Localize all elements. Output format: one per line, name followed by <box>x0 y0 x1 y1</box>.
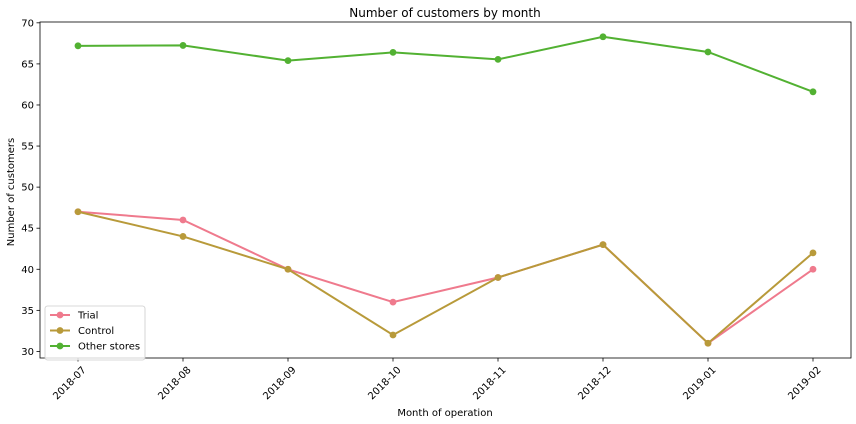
x-tick-label: 2018-11 <box>471 365 508 402</box>
legend-label-trial: Trial <box>77 311 98 322</box>
legend-marker-control <box>56 327 64 334</box>
data-point-control <box>389 331 397 339</box>
x-axis-title: Month of operation <box>397 408 492 419</box>
data-point-control <box>179 233 187 240</box>
y-tick-label: 50 <box>21 183 34 194</box>
data-point-other-stores <box>494 55 502 63</box>
y-tick-label: 40 <box>21 265 34 276</box>
x-tick-label: 2018-07 <box>51 365 88 402</box>
data-point-control <box>284 265 292 273</box>
y-tick-label: 60 <box>21 100 34 111</box>
x-tick-label: 2018-08 <box>156 365 193 402</box>
y-tick-label: 35 <box>21 306 34 317</box>
data-point-other-stores <box>599 33 607 41</box>
data-point-trial <box>179 216 187 224</box>
x-tick-label: 2018-10 <box>366 365 403 402</box>
y-tick-label: 70 <box>21 18 34 29</box>
legend: Trial Control Other stores <box>44 305 146 361</box>
legend-label-control: Control <box>78 326 114 337</box>
data-point-other-stores <box>74 42 82 50</box>
x-axis: 2018-07 2018-08 2018-09 2018-10 2018-11 2018-… <box>51 358 824 402</box>
plot-area-border <box>39 21 852 359</box>
data-point-trial <box>389 298 397 306</box>
data-point-other-stores <box>809 88 817 96</box>
y-tick-label: 30 <box>21 347 34 358</box>
legend-marker-trial <box>56 311 64 319</box>
x-tick-label: 2018-12 <box>576 365 613 402</box>
chart-title: Number of customers by month <box>349 6 540 20</box>
x-tick-label: 2019-02 <box>786 365 823 402</box>
y-tick-label: 55 <box>21 142 34 153</box>
series-line-trial <box>77 210 814 345</box>
legend-marker-other-stores <box>56 342 64 350</box>
data-point-control <box>704 339 712 347</box>
data-point-control <box>74 208 82 216</box>
data-point-control <box>809 249 817 257</box>
data-point-other-stores <box>704 48 712 56</box>
x-tick-label: 2019-01 <box>681 365 718 402</box>
x-tick-label: 2018-09 <box>261 365 298 402</box>
legend-label-other-stores: Other stores <box>78 342 140 353</box>
data-point-other-stores <box>179 42 187 49</box>
y-axis: 30 35 40 45 50 55 60 65 70 <box>21 18 40 358</box>
data-point-control <box>599 241 607 249</box>
plot-frame <box>39 21 852 359</box>
y-tick-label: 45 <box>21 224 34 235</box>
y-axis-title: Number of customers <box>6 138 17 246</box>
data-point-other-stores <box>389 48 397 56</box>
series-line-other-stores <box>77 35 814 93</box>
series-line-control <box>77 210 814 345</box>
data-point-trial <box>809 265 817 273</box>
series-layer <box>74 33 817 347</box>
data-point-control <box>494 274 502 281</box>
data-point-other-stores <box>284 57 292 65</box>
y-tick-label: 65 <box>21 59 34 70</box>
